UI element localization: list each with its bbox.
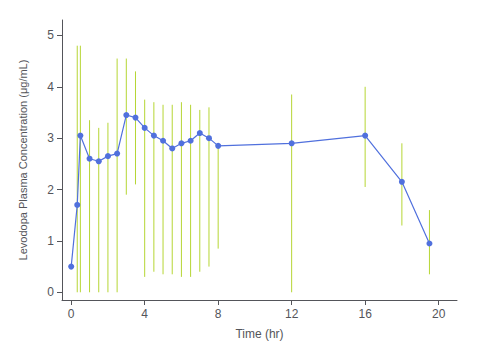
svg-text:4: 4 xyxy=(47,80,54,94)
svg-text:5: 5 xyxy=(47,28,54,42)
svg-text:3: 3 xyxy=(47,131,54,145)
svg-text:20: 20 xyxy=(432,307,446,321)
svg-text:Time (hr): Time (hr) xyxy=(235,327,283,341)
svg-text:0: 0 xyxy=(47,285,54,299)
svg-text:4: 4 xyxy=(141,307,148,321)
svg-text:2: 2 xyxy=(47,183,54,197)
svg-text:16: 16 xyxy=(358,307,372,321)
svg-text:12: 12 xyxy=(285,307,299,321)
svg-text:1: 1 xyxy=(47,234,54,248)
svg-text:0: 0 xyxy=(68,307,75,321)
svg-text:Levodopa Plasma Concentration: Levodopa Plasma Concentration (μg/mL) xyxy=(17,60,29,261)
svg-text:8: 8 xyxy=(215,307,222,321)
